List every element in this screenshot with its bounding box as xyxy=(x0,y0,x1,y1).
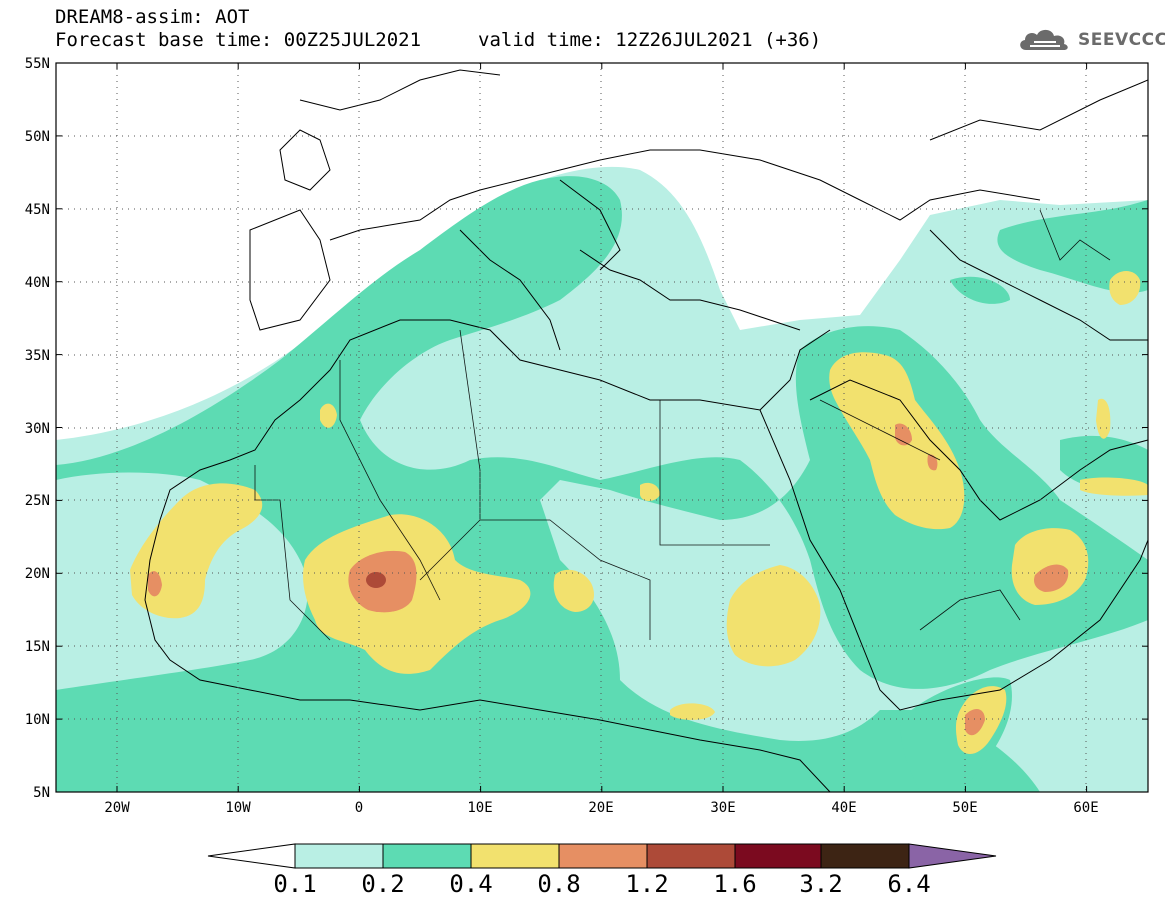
colorbar-label: 0.2 xyxy=(361,870,404,898)
lon-tick-label: 20E xyxy=(588,800,613,816)
logo-text: SEEVCCC xyxy=(1078,30,1165,50)
colorbar-label: 0.8 xyxy=(537,870,580,898)
colorbar-label: 0.1 xyxy=(273,870,316,898)
colorbar-label: 6.4 xyxy=(887,870,930,898)
lon-axis: 20W 10W 0 10E 20E 30E 40E 50E 60E xyxy=(104,800,1098,816)
colorbar-swatch xyxy=(820,843,910,869)
lat-tick-label: 15N xyxy=(25,639,50,655)
coastlines xyxy=(144,69,1148,792)
lon-tick-label: 60E xyxy=(1073,800,1098,816)
colorbar-label: 1.6 xyxy=(713,870,756,898)
lat-tick-label: 55N xyxy=(25,56,50,72)
lat-axis: 5N 10N 15N 20N 25N 30N 35N 40N 45N 50N 5… xyxy=(25,56,50,801)
lat-tick-label: 10N xyxy=(25,712,50,728)
lon-tick-label: 50E xyxy=(952,800,977,816)
colorbar-low-arrow xyxy=(207,843,296,869)
colorbar-swatch xyxy=(646,843,736,869)
lat-tick-label: 45N xyxy=(25,202,50,218)
colorbar-label: 0.4 xyxy=(449,870,492,898)
lon-tick-label: 0 xyxy=(355,800,363,816)
lat-tick-label: 35N xyxy=(25,348,50,364)
cloud-icon xyxy=(1020,29,1068,50)
lat-tick-label: 20N xyxy=(25,566,50,582)
colorbar-labels: 0.1 0.2 0.4 0.8 1.2 1.6 3.2 6.4 xyxy=(273,870,930,898)
colorbar-high-arrow xyxy=(908,843,997,869)
lat-tick-label: 40N xyxy=(25,275,50,291)
map-title: DREAM8-assim: AOT xyxy=(55,6,250,28)
lat-tick-label: 30N xyxy=(25,421,50,437)
lon-tick-label: 30E xyxy=(710,800,735,816)
seevccc-logo: SEEVCCC xyxy=(1016,22,1165,58)
lat-tick-label: 25N xyxy=(25,493,50,509)
lon-tick-label: 10W xyxy=(225,800,251,816)
lon-tick-label: 10E xyxy=(467,800,492,816)
colorbar-swatch xyxy=(382,843,472,869)
colorbar-swatch xyxy=(294,843,384,869)
valid-time: valid time: 12Z26JUL2021 (+36) xyxy=(478,29,822,51)
colorbar-swatch xyxy=(558,843,648,869)
axis-ticks xyxy=(56,62,1148,793)
lon-tick-label: 40E xyxy=(831,800,856,816)
graticule xyxy=(56,63,1148,792)
colorbar-label: 3.2 xyxy=(799,870,842,898)
colorbar-label: 1.2 xyxy=(625,870,668,898)
colorbar-swatch xyxy=(470,843,560,869)
lat-tick-label: 50N xyxy=(25,129,50,145)
lat-tick-label: 5N xyxy=(33,785,50,801)
colorbar xyxy=(207,843,997,869)
colorbar-swatch xyxy=(734,843,822,869)
aot-field xyxy=(56,63,1148,792)
lon-tick-label: 20W xyxy=(104,800,130,816)
forecast-base-time: Forecast base time: 00Z25JUL2021 xyxy=(55,29,422,51)
